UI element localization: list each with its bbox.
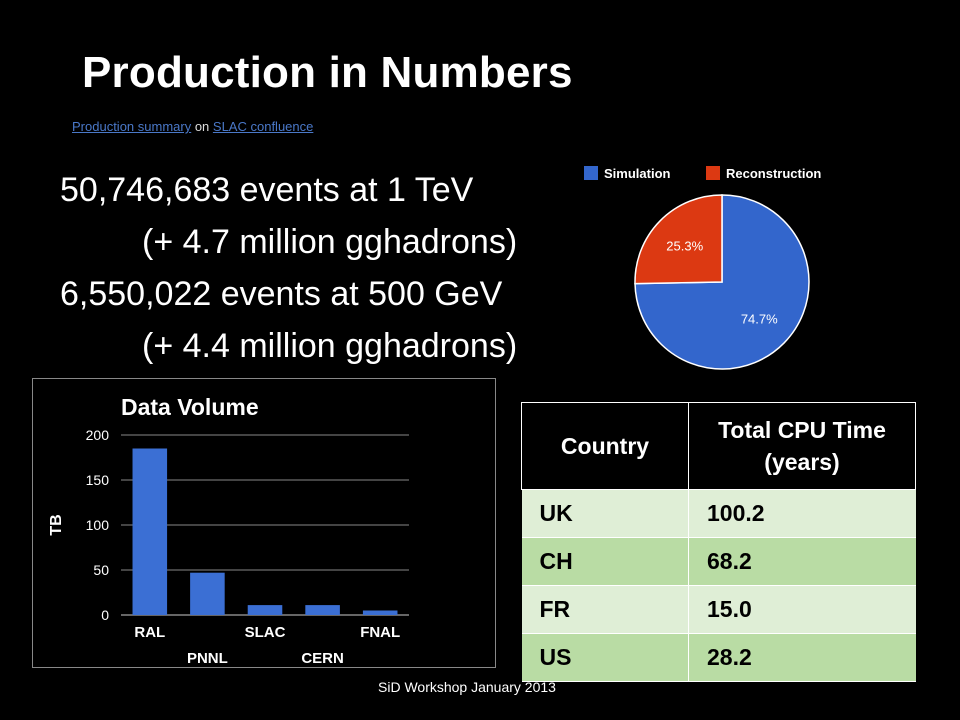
pie-legend-label: Simulation: [604, 166, 671, 181]
table-row: CH 68.2: [521, 537, 916, 586]
x-tick-label: PNNL: [187, 650, 228, 667]
column-header-cpu-time: Total CPU Time (years): [688, 402, 916, 490]
y-tick-label: 200: [86, 427, 110, 443]
bar-chart-ylabel: TB: [48, 514, 65, 535]
table-header-row: Country Total CPU Time (years): [521, 402, 916, 490]
link-separator: on: [191, 119, 213, 134]
bar-chart-title: Data Volume: [121, 394, 259, 420]
pie-legend-swatch: [584, 166, 598, 180]
gghadrons-1tev: (+ 4.7 million gghadrons): [142, 223, 518, 261]
table-row: FR 15.0: [521, 585, 916, 634]
y-tick-label: 100: [86, 517, 110, 533]
pie-legend-label: Reconstruction: [726, 166, 821, 181]
table-row: UK 100.2: [521, 489, 916, 538]
bar-chart: Data Volume TB 0 50 100 150 200 RAL PNNL SLAC CERN…: [48, 394, 409, 667]
x-tick-label: FNAL: [360, 624, 400, 641]
country-cell: US: [521, 633, 689, 682]
y-tick-label: 150: [86, 472, 110, 488]
y-tick-label: 0: [101, 607, 109, 623]
bar-pnnl: [190, 572, 225, 615]
bar-slac: [247, 605, 283, 615]
footer-text: SiD Workshop January 2013: [378, 679, 556, 695]
pie-legend-swatch: [706, 166, 720, 180]
cpu-time-cell: 100.2: [688, 489, 916, 538]
event-summary: 50,746,683 events at 1 TeV (+ 4.7 millio…: [60, 164, 517, 372]
country-cell: UK: [521, 489, 689, 538]
slac-confluence-link[interactable]: SLAC confluence: [212, 119, 314, 134]
pie-chart: Simulation Reconstruction 74.7% 25.3%: [584, 166, 821, 370]
pie-value-label: 74.7%: [741, 312, 778, 327]
cpu-time-table: Country Total CPU Time (years) UK 100.2 …: [521, 402, 916, 682]
pie-slice-reconstruction: [634, 194, 723, 285]
x-tick-label: CERN: [301, 650, 344, 667]
bar-fnal: [362, 610, 398, 615]
x-tick-label: SLAC: [245, 624, 286, 641]
pie-slice-simulation: [634, 194, 810, 370]
y-tick-label: 50: [93, 562, 109, 578]
production-summary-link[interactable]: Production summary: [72, 119, 192, 134]
gghadrons-500gev: (+ 4.4 million gghadrons): [142, 327, 518, 365]
cpu-time-cell: 68.2: [688, 537, 916, 586]
country-cell: FR: [521, 585, 689, 634]
country-cell: CH: [521, 537, 689, 586]
source-links: Production summary on SLAC confluence: [72, 119, 313, 134]
cpu-time-cell: 28.2: [688, 633, 916, 682]
slide-title: Production in Numbers: [82, 48, 573, 97]
events-1tev: 50,746,683 events at 1 TeV: [60, 171, 474, 209]
events-500gev: 6,550,022 events at 500 GeV: [60, 275, 503, 313]
bar-cern: [305, 605, 340, 615]
pie-chart-panel: Simulation Reconstruction 74.7% 25.3%: [580, 160, 870, 380]
pie-value-label: 25.3%: [666, 238, 703, 253]
x-tick-label: RAL: [134, 624, 165, 641]
cpu-time-cell: 15.0: [688, 585, 916, 634]
bar-chart-panel: Data Volume TB 0 50 100 150 200 RAL PNNL SLAC CERN…: [32, 378, 496, 668]
table-row: US 28.2: [521, 633, 916, 682]
column-header-country: Country: [521, 402, 689, 490]
bar-ral: [132, 448, 168, 615]
